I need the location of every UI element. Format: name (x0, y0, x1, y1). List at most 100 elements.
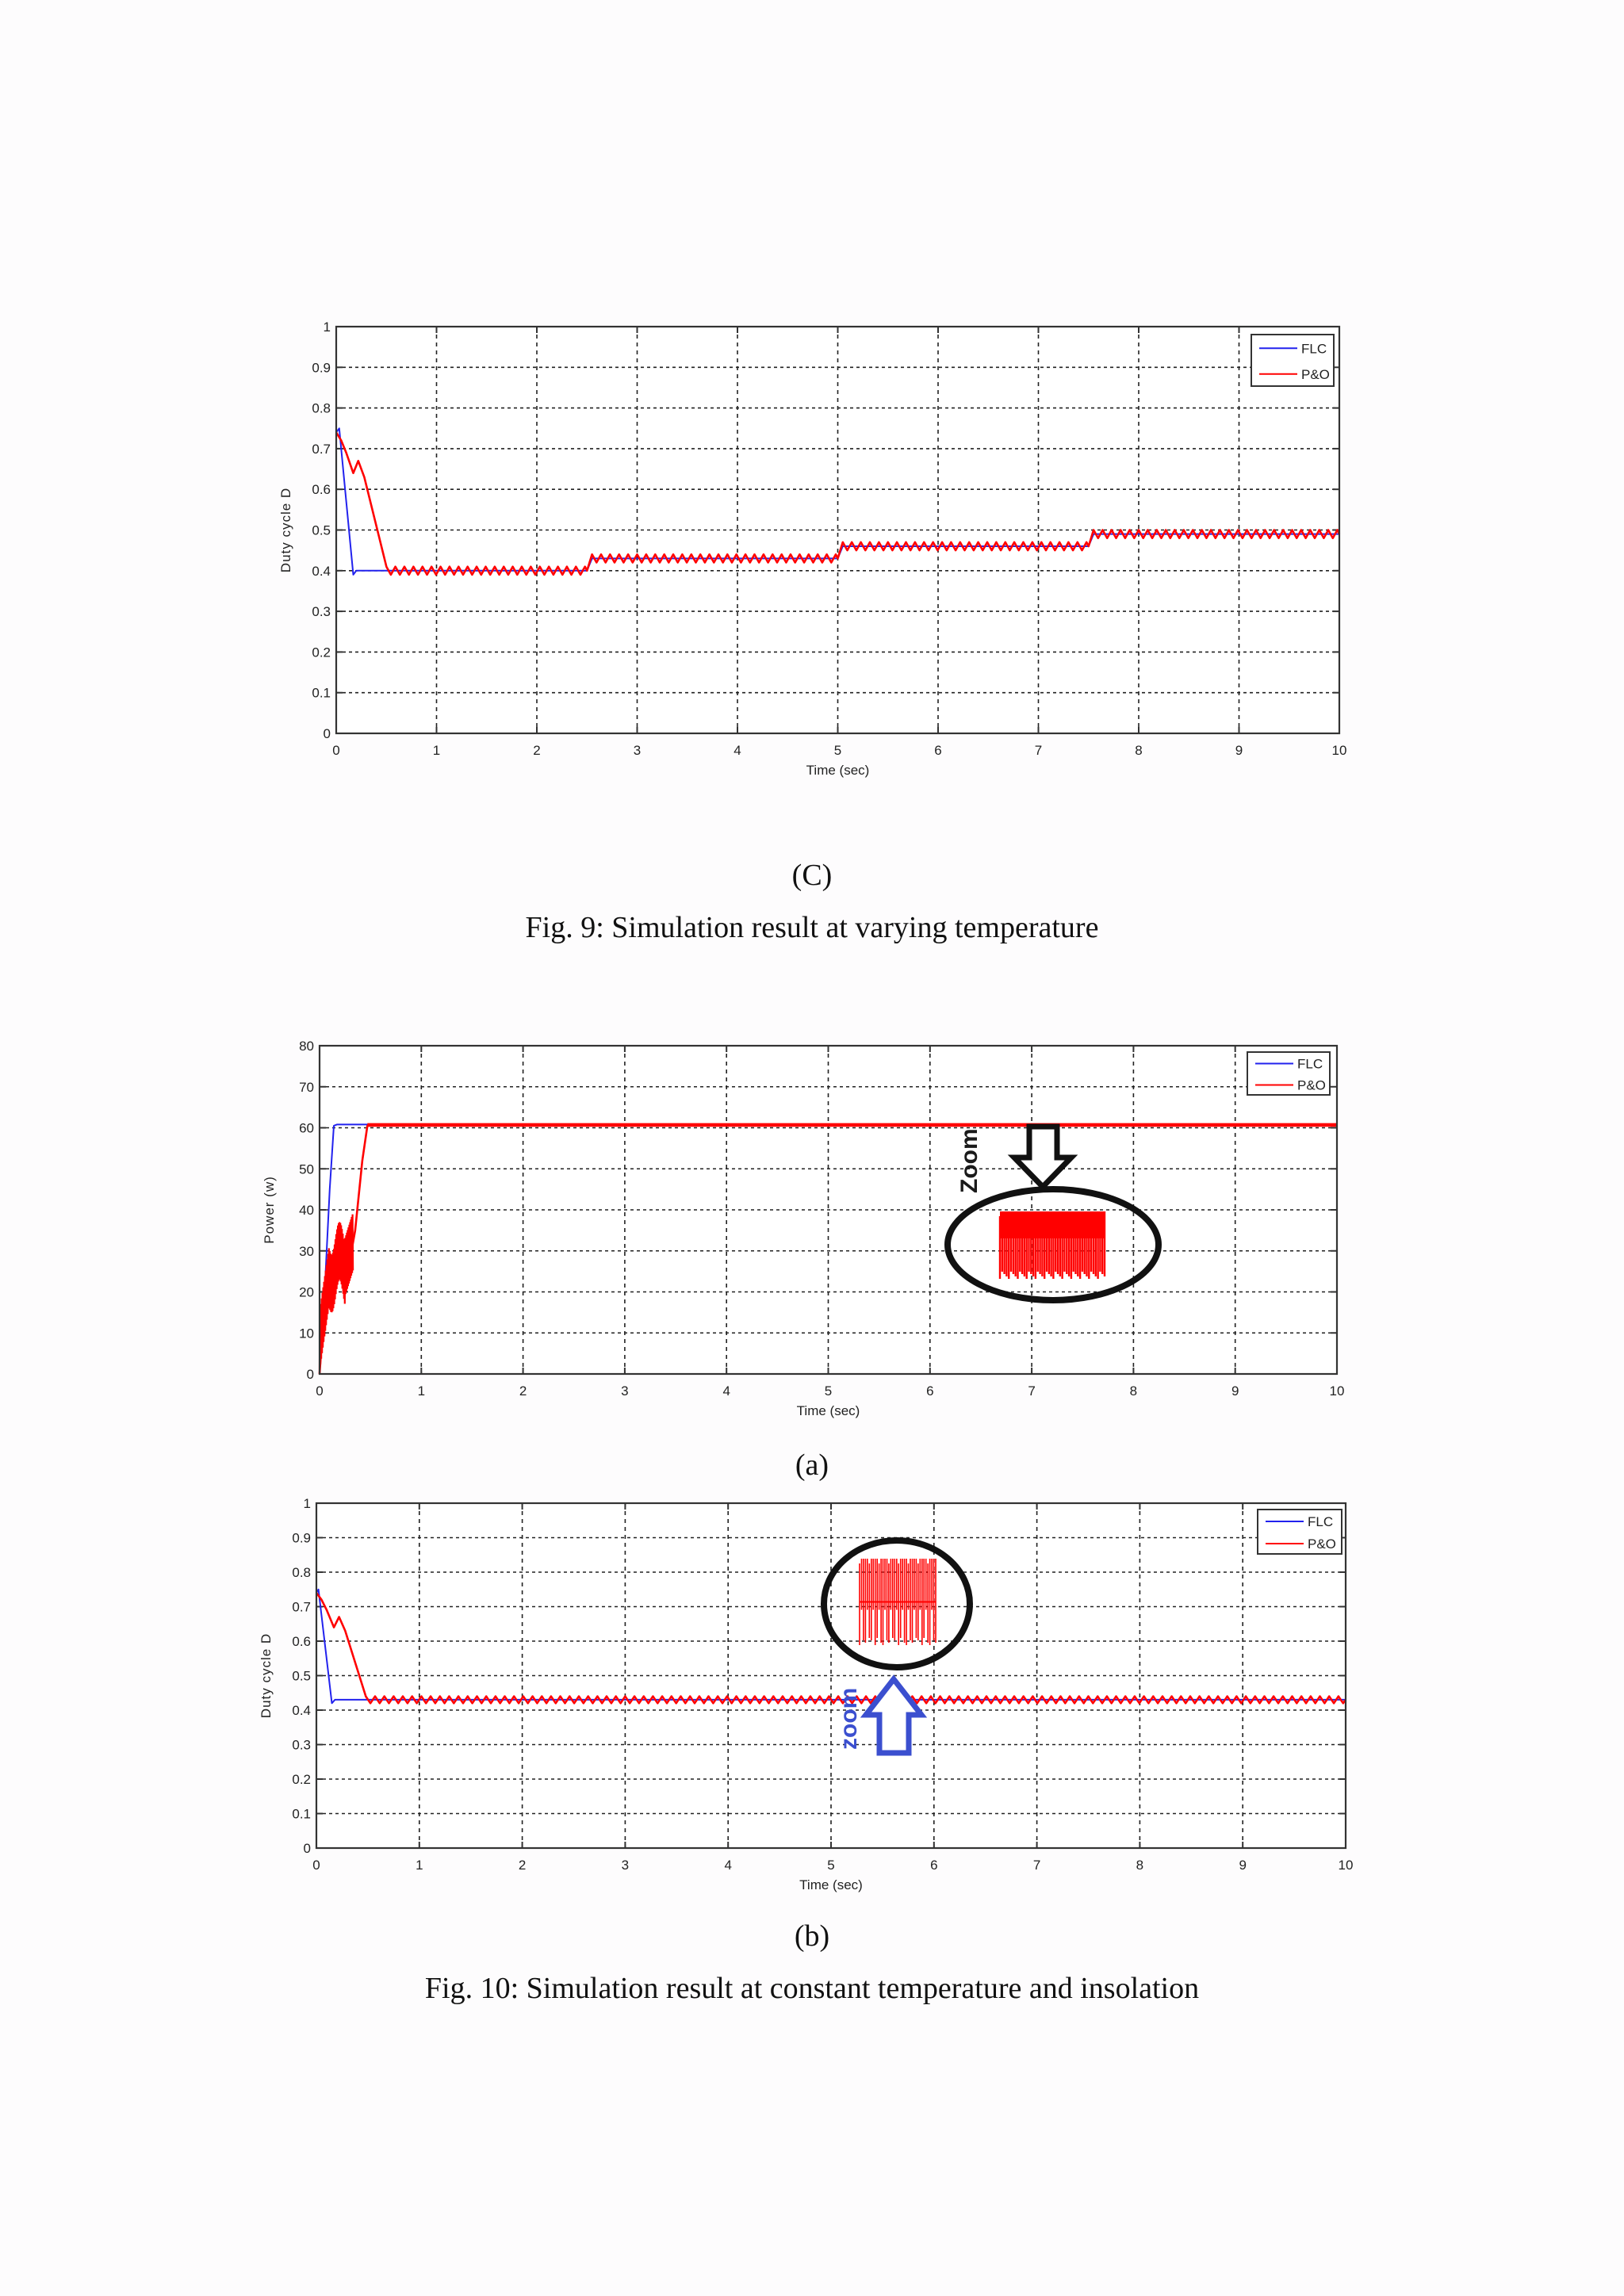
y-tick-label: 0.3 (312, 604, 331, 619)
legend-label: FLC (1308, 1514, 1333, 1529)
x-axis-label: Time (sec) (806, 763, 870, 778)
x-tick-label: 1 (416, 1858, 423, 1873)
x-tick-label: 6 (930, 1858, 937, 1873)
y-tick-label: 50 (299, 1161, 314, 1177)
y-tick-label: 0.6 (312, 482, 331, 497)
x-tick-label: 2 (519, 1383, 527, 1399)
up-arrow-icon (860, 1674, 928, 1756)
x-tick-label: 2 (519, 1858, 526, 1873)
x-tick-label: 8 (1135, 743, 1142, 758)
y-tick-label: 10 (299, 1326, 314, 1341)
fig10-caption: Fig. 10: Simulation result at constant t… (424, 1972, 1200, 2005)
y-tick-label: 0.4 (312, 564, 331, 579)
zoom-ellipse-b (821, 1537, 973, 1670)
y-tick-label: 60 (299, 1121, 314, 1136)
x-tick-label: 3 (634, 743, 641, 758)
x-tick-label: 5 (834, 743, 841, 758)
y-axis-label: Duty cycle D (259, 1633, 274, 1718)
y-tick-label: 0.2 (312, 645, 331, 660)
x-tick-label: 3 (622, 1858, 629, 1873)
x-axis-label: Time (sec) (797, 1403, 860, 1418)
zoom-ellipse-a (944, 1186, 1162, 1303)
fig9-caption: Fig. 9: Simulation result at varying tem… (525, 911, 1099, 944)
y-tick-label: 0.4 (292, 1703, 311, 1718)
x-tick-label: 8 (1130, 1383, 1137, 1399)
y-tick-label: 40 (299, 1203, 314, 1218)
zoom-annotation-a: Zoom (944, 1123, 1162, 1303)
axes-frame (318, 1044, 1339, 1376)
series-flc (316, 1588, 1346, 1705)
fig10-sublabel-a: (a) (795, 1448, 829, 1482)
zoomed-oscillation-b (859, 1559, 936, 1645)
axes-frame (315, 1502, 1347, 1850)
x-tick-label: 9 (1239, 1858, 1246, 1873)
x-tick-label: 0 (316, 1383, 323, 1399)
down-arrow-icon (1007, 1123, 1078, 1192)
y-tick-label: 0.5 (292, 1669, 311, 1684)
y-tick-label: 0 (324, 726, 331, 741)
x-tick-label: 7 (1035, 743, 1042, 758)
zoomed-oscillation-a (998, 1211, 1106, 1279)
legend-label: P&O (1308, 1536, 1336, 1552)
x-axis-label: Time (sec) (799, 1877, 863, 1892)
x-tick-label: 10 (1330, 1383, 1345, 1399)
y-tick-label: 0.8 (312, 401, 331, 416)
x-tick-label: 3 (621, 1383, 628, 1399)
y-tick-label: 1 (304, 1496, 311, 1511)
zoom-label-b: zoom (836, 1688, 862, 1750)
x-tick-label: 7 (1028, 1383, 1035, 1399)
y-axis-label: Power (w) (262, 1176, 277, 1244)
x-tick-label: 1 (433, 743, 440, 758)
series-po (315, 1592, 1347, 1705)
fig9-sublabel: (C) (791, 859, 833, 892)
x-tick-label: 6 (934, 743, 941, 758)
x-tick-label: 6 (926, 1383, 933, 1399)
fig9c-chart: 0 1 2 3 4 5 6 7 8 9 10 0 0.1 0.2 0.3 0.4 0.5 0.6 0.7 0.8 0.9… (278, 320, 1347, 778)
fig10-sublabel-b: (b) (794, 1919, 830, 1953)
x-tick-label: 5 (827, 1858, 834, 1873)
y-tick-label: 0.5 (312, 523, 331, 538)
zoom-label-a: Zoom (956, 1128, 982, 1193)
x-tick-label: 1 (418, 1383, 425, 1399)
axes-frame (335, 325, 1341, 735)
y-tick-label: 0.8 (292, 1565, 311, 1580)
x-tick-label: 9 (1231, 1383, 1239, 1399)
x-tick-label: 10 (1332, 743, 1347, 758)
series-po (318, 1123, 1337, 1375)
x-tick-label: 4 (724, 1858, 731, 1873)
y-tick-label: 1 (324, 320, 331, 335)
legend: FLC P&O (1247, 1051, 1331, 1096)
y-axis-label: Duty cycle D (278, 488, 293, 572)
x-tick-label: 7 (1033, 1858, 1040, 1873)
legend: FLC P&O (1251, 334, 1335, 387)
x-tick-label: 4 (722, 1383, 730, 1399)
y-tick-label: 0.3 (292, 1738, 311, 1753)
legend-label: P&O (1297, 1078, 1326, 1093)
y-tick-label: 70 (299, 1080, 314, 1095)
y-tick-label: 0.2 (292, 1772, 311, 1787)
y-tick-label: 0.9 (292, 1531, 311, 1546)
zoom-annotation-b: zoom (821, 1537, 973, 1756)
series-po (335, 431, 1341, 576)
y-tick-label: 0 (307, 1367, 314, 1382)
legend-label: FLC (1301, 341, 1327, 356)
y-tick-label: 0.9 (312, 360, 331, 375)
legend-label: P&O (1301, 367, 1330, 382)
y-tick-label: 0 (304, 1841, 311, 1856)
x-tick-label: 0 (332, 743, 339, 758)
x-tick-label: 8 (1136, 1858, 1143, 1873)
x-tick-label: 9 (1235, 743, 1243, 758)
y-tick-label: 30 (299, 1244, 314, 1259)
y-tick-label: 80 (299, 1039, 314, 1054)
y-tick-label: 20 (299, 1285, 314, 1300)
y-tick-label: 0.1 (292, 1807, 311, 1822)
fig10b-chart: 0 1 2 3 4 5 6 7 8 9 10 0 0.1 0.2 0.3 0.4 0.5 0.6 0.7 0.8 0.9… (259, 1496, 1353, 1892)
y-tick-label: 0.6 (292, 1634, 311, 1649)
legend-label: FLC (1297, 1057, 1323, 1072)
fig10a-chart: 0 1 2 3 4 5 6 7 8 9 10 0 10 20 30 40 50 60 70 80 FLC P&O Time … (262, 1039, 1345, 1418)
x-tick-label: 5 (825, 1383, 832, 1399)
x-tick-label: 0 (312, 1858, 320, 1873)
y-tick-label: 0.7 (312, 442, 331, 457)
legend: FLC P&O (1257, 1509, 1342, 1555)
